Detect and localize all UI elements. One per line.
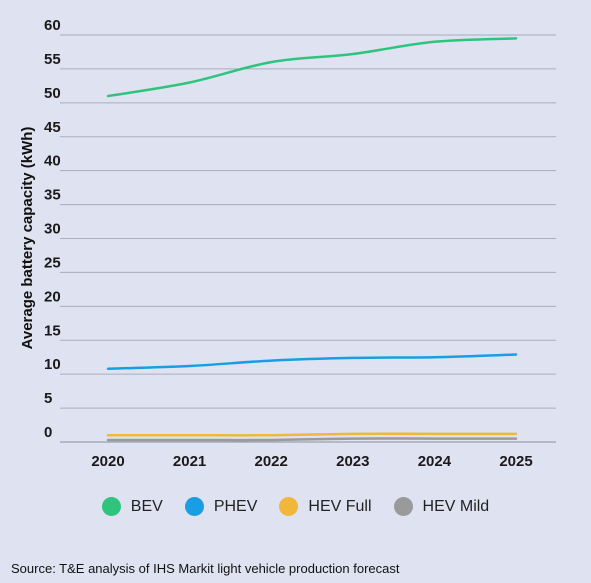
y-tick-label: 40 (44, 153, 61, 170)
legend-item-bev: BEV (101, 497, 163, 516)
y-axis-title: Average battery capacity (kWh) (19, 127, 36, 350)
y-tick-label: 55 (44, 51, 61, 68)
legend-label: HEV Mild (422, 497, 490, 515)
chart-legend: BEV PHEV HEV Full HEV Mild (0, 497, 591, 516)
y-tick-label: 25 (44, 254, 61, 271)
y-tick-label: 20 (44, 288, 61, 305)
legend-item-hev-mild: HEV Mild (393, 497, 490, 516)
y-tick-label: 60 (44, 17, 61, 34)
series-line-hev-full (106, 432, 518, 437)
legend-item-phev: PHEV (184, 497, 258, 516)
x-tick-labels: 2020 2021 2022 2023 2024 2025 (91, 453, 532, 470)
series-line-phev (106, 353, 518, 370)
series-line-bev (106, 37, 518, 98)
legend-label: BEV (130, 497, 163, 515)
y-tick-labels: 0 5 10 15 20 25 30 35 40 45 50 55 60 (44, 17, 61, 441)
legend-swatch-icon (279, 497, 299, 516)
x-tick-label: 2020 (91, 453, 124, 470)
x-tick-label: 2023 (336, 453, 369, 470)
source-note: Source: T&E analysis of IHS Markit light… (11, 561, 400, 576)
x-tick-label: 2024 (418, 453, 452, 470)
series-line-hev-mild (106, 437, 518, 442)
series-lines (106, 37, 518, 442)
legend-item-hev-full: HEV Full (279, 497, 372, 516)
gridlines (60, 34, 556, 443)
y-tick-label: 5 (44, 390, 52, 407)
y-tick-label: 50 (44, 85, 61, 102)
y-tick-label: 15 (44, 322, 61, 339)
y-tick-label: 35 (44, 187, 61, 204)
legend-label: HEV Full (308, 497, 372, 515)
x-tick-label: 2022 (255, 453, 288, 470)
y-tick-label: 30 (44, 221, 61, 238)
legend-swatch-icon (393, 497, 413, 516)
x-tick-label: 2021 (173, 453, 206, 470)
y-tick-label: 45 (44, 119, 61, 136)
legend-label: PHEV (213, 497, 258, 515)
legend-swatch-icon (101, 497, 121, 516)
x-tick-label: 2025 (499, 453, 532, 470)
y-tick-label: 0 (44, 424, 52, 441)
y-tick-label: 10 (44, 356, 61, 373)
legend-swatch-icon (184, 497, 204, 516)
